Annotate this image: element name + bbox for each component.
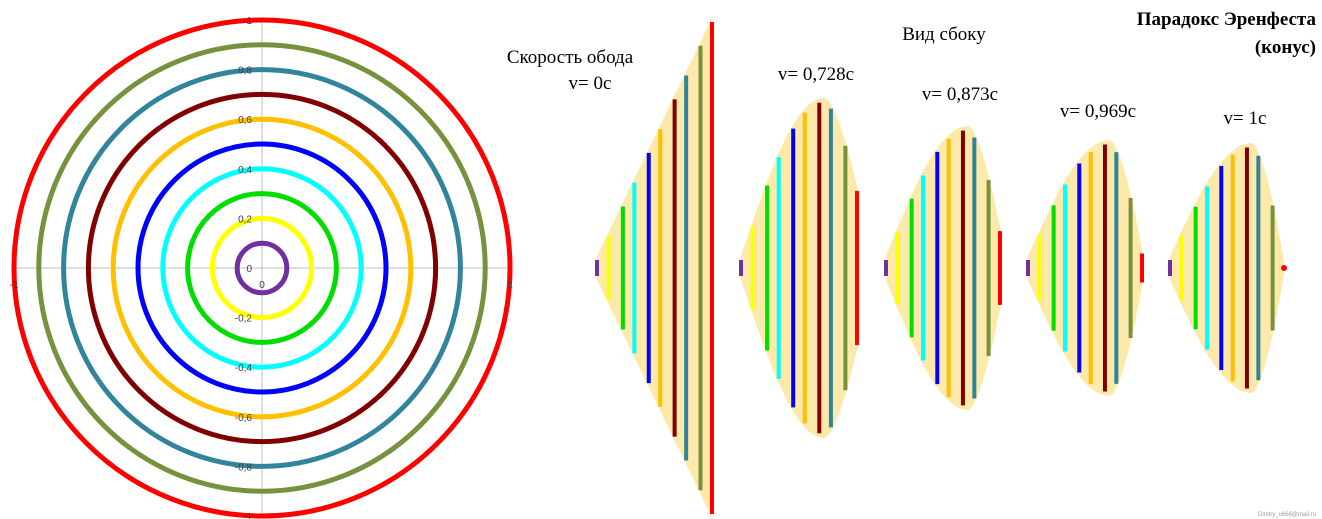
x-tick-label: -1 [10,280,19,291]
y-tick-label: 0,6 [238,115,252,126]
cones-group [595,18,1287,518]
rim-speed-label: Скорость обода [507,47,634,68]
cone-body [1170,143,1284,393]
ring-7 [85,91,439,445]
rings-group [11,17,513,519]
speed-label: v= 0,969c [1060,101,1136,122]
speed-label: v= 0,728c [778,64,854,85]
ring-9 [36,42,488,494]
ring-8 [61,67,463,469]
y-tick-label: -1 [243,512,252,519]
signature: Dmitry_u666@mail.ru [1258,512,1316,518]
y-tick-labels: 1 0,8 0,6 0,4 0,2 0 -0,2 -0,4 -0,6 -0,8 -1 [235,16,253,519]
speed-labels: v= 0c v= 0,728c v= 0,873c v= 0,969c v= 1c [569,64,1267,129]
ring-2 [209,215,315,321]
y-tick-label: 0 [246,264,252,275]
ring-6 [110,116,414,420]
ring-1 [234,240,290,296]
ring-4 [160,166,364,370]
x-tick-label: 0 [259,280,265,291]
speed-label: v= 1c [1224,108,1267,129]
title-line-2: (конус) [1255,37,1316,58]
y-tick-label: 0,4 [238,165,252,176]
cone-body [741,98,857,438]
cone-5 [1168,143,1287,393]
speed-label: v= 0c [569,73,612,94]
cone-body [886,126,1000,410]
cone-body [597,18,712,518]
cone-4 [1026,140,1144,396]
ring-3 [185,191,339,345]
cone-3 [884,126,1002,410]
cone-body [1028,140,1142,396]
cone-1 [595,18,714,518]
y-tick-label: 1 [246,16,252,27]
side-view-label: Вид сбоку [902,24,986,45]
y-tick-label: 0,8 [238,66,252,77]
y-tick-label: -0,8 [235,462,253,473]
cone-2 [739,98,859,438]
y-tick-label: -0,6 [235,413,253,424]
y-tick-label: -0,4 [235,363,253,374]
x-tick-labels: -1 0 1 [10,280,514,291]
y-tick-label: 0,2 [238,214,252,225]
ring-bar [1281,265,1287,271]
speed-label: v= 0,873c [922,84,998,105]
y-tick-label: -0,2 [235,314,253,325]
title-line-1: Парадокс Эренфеста [1137,9,1317,30]
polar-ring-chart: 1 0,8 0,6 0,4 0,2 0 -0,2 -0,4 -0,6 -0,8 -1 -1 0 1 [10,16,514,519]
x-tick-label: 1 [507,280,513,291]
ring-5 [135,141,389,395]
ring-10 [11,17,513,519]
